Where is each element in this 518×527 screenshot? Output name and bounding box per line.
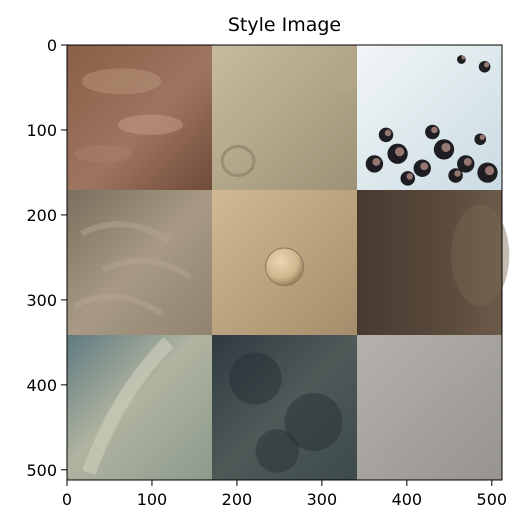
axes-frame	[66, 44, 503, 481]
y-tick-label: 200	[26, 206, 57, 225]
frost-dark-spot	[474, 133, 487, 146]
x-tick-label: 400	[392, 490, 423, 509]
tile-dark-brown-dune-field	[357, 190, 503, 336]
rough-patch	[229, 352, 282, 405]
tile-light-gray-smooth-texture	[357, 335, 503, 481]
frost-spot-halo	[431, 126, 438, 134]
small-crater	[336, 71, 357, 92]
frost-dark-spot	[478, 60, 491, 73]
frost-spot-halo	[483, 62, 490, 68]
dune-highlight	[451, 204, 510, 306]
x-tick-label: 0	[62, 490, 72, 509]
x-tick-label: 200	[222, 490, 253, 509]
ridge-streak	[101, 257, 192, 280]
y-tick-label: 0	[47, 36, 57, 55]
y-tick-label: 400	[26, 376, 57, 395]
chart-title: Style Image	[228, 14, 341, 36]
rough-patch	[284, 393, 343, 451]
y-axis: 0 100 200 300 400 500	[26, 36, 67, 480]
y-tick-label: 300	[26, 291, 57, 310]
frost-spot-halo	[384, 129, 392, 137]
small-crater	[220, 145, 256, 177]
frost-spot-halo	[420, 162, 429, 171]
frost-spot-halo	[441, 142, 451, 152]
frost-spot-halo	[461, 55, 466, 60]
ridge-streak	[72, 293, 163, 316]
ridge-streak	[80, 221, 171, 244]
rust-streak	[117, 114, 183, 135]
rust-streak	[74, 145, 133, 163]
y-tick-label: 100	[26, 121, 57, 140]
frost-spot-halo	[406, 173, 414, 180]
tile-tan-crater-plain	[212, 45, 358, 191]
frost-spot-halo	[372, 157, 381, 166]
frost-spot-halo	[484, 166, 495, 176]
frost-spot-halo	[479, 134, 485, 140]
tile-details	[72, 55, 510, 476]
rough-patch	[255, 429, 299, 473]
frost-spot-halo	[463, 157, 472, 166]
x-tick-label: 300	[307, 490, 338, 509]
x-tick-label: 500	[477, 490, 508, 509]
rust-streak	[81, 68, 162, 95]
frost-spot-halo	[395, 147, 405, 157]
x-tick-label: 100	[137, 490, 168, 509]
y-tick-label: 500	[26, 461, 57, 480]
single-crater	[265, 247, 304, 287]
x-axis: 0 100 200 300 400 500	[62, 480, 507, 509]
frost-spot-halo	[454, 170, 461, 177]
tile-dark-teal-rough-terrain	[212, 335, 358, 481]
layered-streak	[82, 337, 174, 476]
